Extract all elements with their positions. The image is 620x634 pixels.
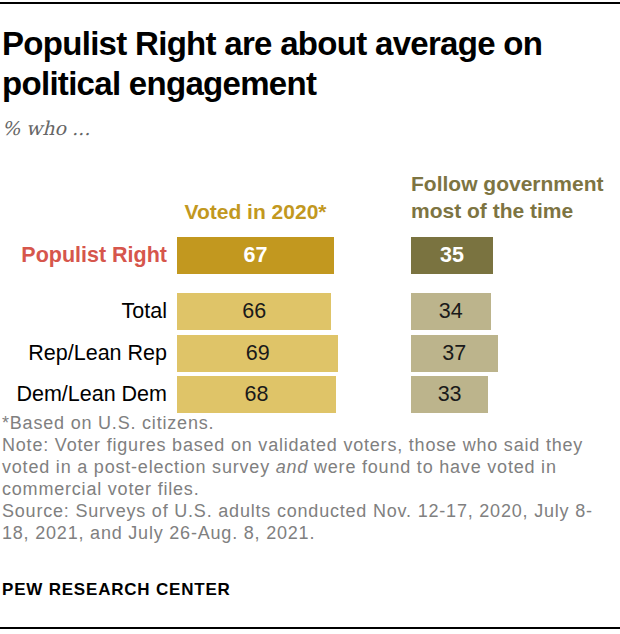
row-label-rep-lean-rep: Rep/Lean Rep	[0, 335, 167, 372]
row-label-dem-lean-dem: Dem/Lean Dem	[0, 376, 167, 413]
bar-rep-lean-rep-series-0: 69	[177, 335, 338, 372]
bar-total-series-0: 66	[177, 293, 331, 330]
column-header-voted-2020: Voted in 2020*	[177, 198, 334, 225]
footer-brand: PEW RESEARCH CENTER	[2, 580, 231, 600]
bar-dem-lean-dem-series-0: 68	[177, 376, 336, 413]
column-header-follow-government: Follow government most of the time	[411, 170, 620, 224]
bar-value: 66	[242, 299, 266, 324]
bar-value: 34	[439, 299, 463, 324]
bar-value: 67	[243, 243, 267, 268]
bar-total-series-1: 34	[411, 293, 491, 330]
note-source: Source: Surveys of U.S. adults conducted…	[2, 500, 608, 544]
chart-subtitle: % who ...	[2, 117, 90, 139]
bar-value: 33	[438, 382, 462, 407]
note-italic-word: and	[276, 457, 308, 477]
bar-populist-right-series-1: 35	[411, 237, 493, 274]
row-label-total: Total	[0, 293, 167, 330]
bar-rep-lean-rep-series-1: 37	[411, 335, 498, 372]
bar-dem-lean-dem-series-1: 33	[411, 376, 488, 413]
notes-block: *Based on U.S. citizens. Note: Voter fig…	[2, 412, 608, 544]
top-rule	[0, 2, 620, 4]
bar-value: 69	[246, 341, 270, 366]
bar-populist-right-series-0: 67	[177, 237, 334, 274]
bar-value: 35	[440, 243, 464, 268]
row-label-populist-right: Populist Right	[0, 237, 167, 274]
bottom-rule	[0, 627, 620, 629]
bar-value: 68	[245, 382, 269, 407]
note-main: Note: Voter figures based on validated v…	[2, 434, 608, 500]
chart-title: Populist Right are about average on poli…	[2, 24, 580, 104]
note-asterisk: *Based on U.S. citizens.	[2, 412, 608, 434]
bar-value: 37	[442, 341, 466, 366]
